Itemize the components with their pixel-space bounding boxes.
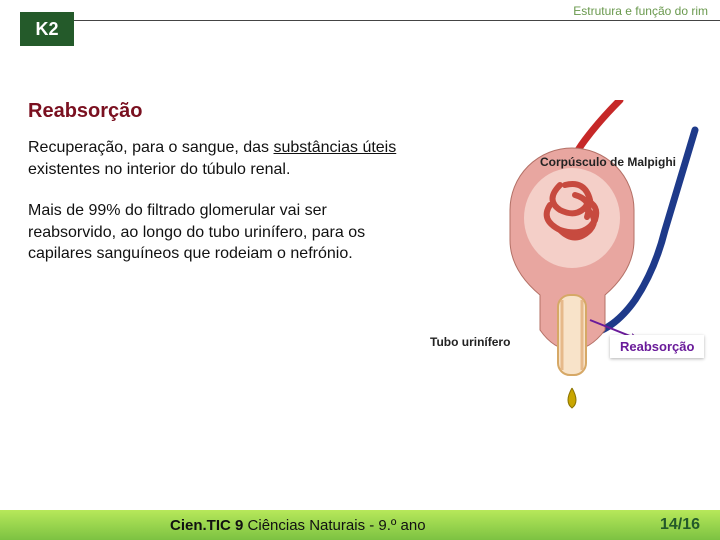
footer-brand: Cien.TIC 9: [170, 517, 243, 534]
tubule-label: Tubo urinífero: [430, 335, 510, 349]
topic-label: Estrutura e função do rim: [573, 4, 708, 18]
p1-part-c: existentes no interior do túbulo renal.: [28, 161, 290, 178]
corpuscle-label: Corpúsculo de Malpighi: [540, 155, 676, 169]
footer: Cien.TIC 9 Ciências Naturais - 9.º ano 1…: [0, 510, 720, 540]
section-title: Reabsorção: [28, 100, 408, 123]
reabsorption-box: Reabsorção: [610, 335, 704, 358]
nephron-svg: [410, 100, 710, 430]
unit-badge: K2: [20, 12, 74, 46]
paragraph-2: Mais de 99% do filtrado glomerular vai s…: [28, 200, 408, 265]
footer-title: Cien.TIC 9 Ciências Naturais - 9.º ano: [170, 517, 426, 534]
paragraph-1: Recuperação, para o sangue, das substânc…: [28, 137, 408, 180]
nephron-diagram: Corpúsculo de Malpighi Tubo urinífero Re…: [410, 100, 710, 430]
header-divider: [60, 20, 720, 21]
text-content: Reabsorção Recuperação, para o sangue, d…: [28, 100, 408, 285]
p1-part-a: Recuperação, para o sangue, das: [28, 139, 274, 156]
header: Estrutura e função do rim K2: [0, 0, 720, 48]
p1-underlined: substâncias úteis: [274, 139, 397, 156]
footer-subtitle: Ciências Naturais - 9.º ano: [243, 517, 425, 534]
page-counter: 14/16: [660, 516, 700, 534]
